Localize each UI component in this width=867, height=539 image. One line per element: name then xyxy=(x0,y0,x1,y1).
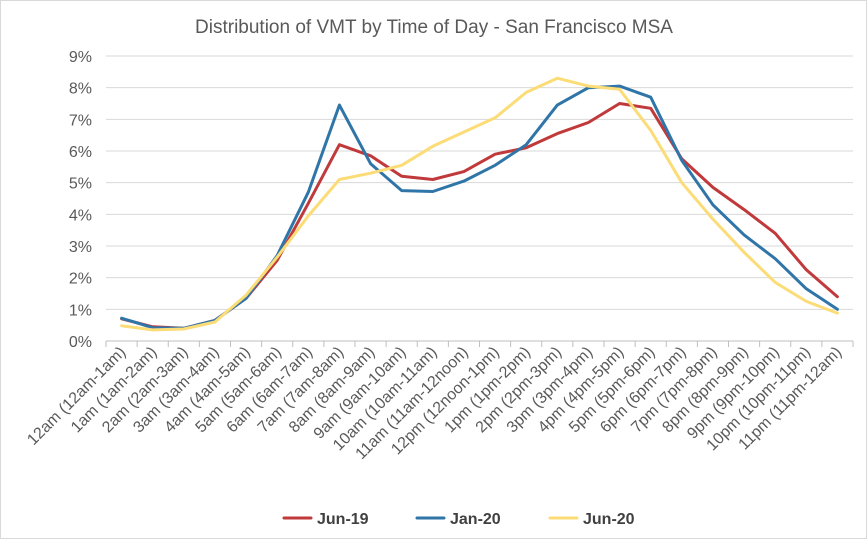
y-tick-label: 8% xyxy=(69,81,92,98)
y-tick-label: 5% xyxy=(69,176,92,193)
y-tick-label: 6% xyxy=(69,144,92,161)
legend-label: Jun-20 xyxy=(583,511,635,528)
series-line-jun-20 xyxy=(120,76,839,332)
y-tick-label: 0% xyxy=(69,334,92,351)
series-line-jun-19 xyxy=(120,102,839,330)
y-tick-label: 9% xyxy=(69,49,92,66)
y-tick-label: 4% xyxy=(69,207,92,224)
y-tick-label: 2% xyxy=(69,271,92,288)
y-axis: 0% 1% 2% 3% 4% 5% 6% 7% 8% 9% xyxy=(69,49,92,351)
legend-label: Jan-20 xyxy=(450,511,501,528)
gridlines xyxy=(106,55,853,342)
x-axis: 12am (12am-1am)1am (1am-2am)2am (2am-3am… xyxy=(24,341,854,463)
series-lines xyxy=(120,76,839,332)
chart-title: Distribution of VMT by Time of Day - San… xyxy=(195,17,673,38)
series-line-jan-20 xyxy=(120,84,839,330)
legend: Jun-19 Jan-20 Jun-20 xyxy=(282,511,635,528)
y-tick-label: 3% xyxy=(69,239,92,256)
legend-label: Jun-19 xyxy=(317,511,369,528)
y-tick-label: 1% xyxy=(69,302,92,319)
y-tick-label: 7% xyxy=(69,112,92,129)
